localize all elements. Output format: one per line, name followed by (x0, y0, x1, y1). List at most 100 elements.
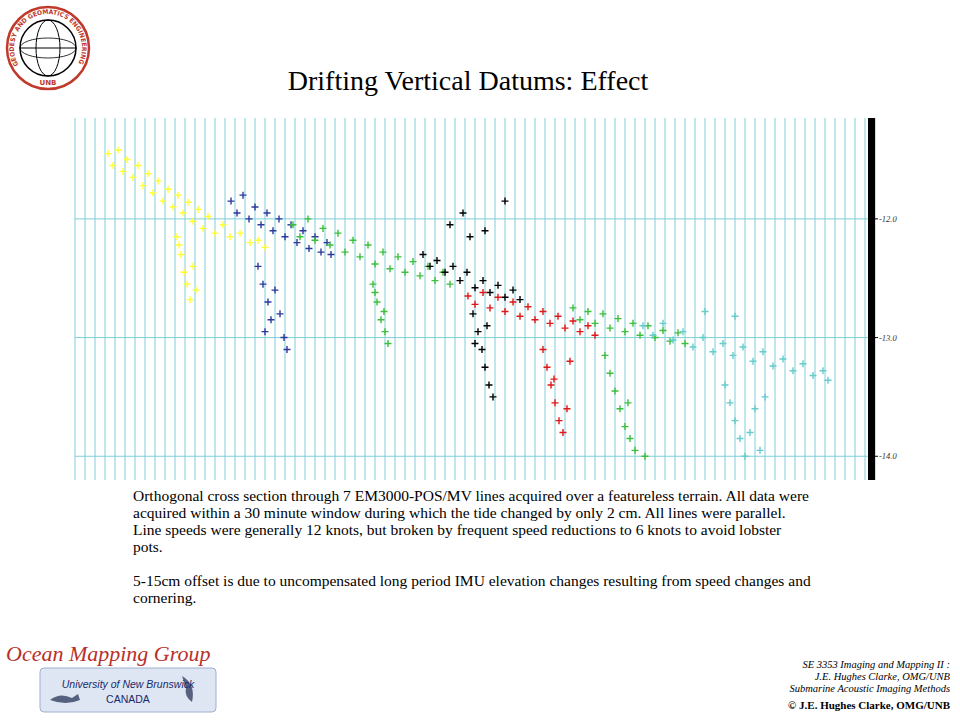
logo-parallel (20, 38, 76, 58)
point (810, 372, 817, 379)
footer-right: SE 3353 Imaging and Mapping II :J.E. Hug… (788, 659, 951, 711)
point (592, 332, 599, 339)
x-grid-line (675, 118, 676, 480)
point (470, 310, 477, 317)
point (350, 237, 357, 244)
point (482, 364, 489, 371)
university-panel (40, 668, 216, 712)
x-grid-line (305, 118, 306, 480)
y-grid-line (75, 337, 875, 338)
point (190, 263, 197, 270)
point (502, 294, 509, 301)
x-grid-line (785, 118, 786, 480)
point (607, 370, 614, 377)
point (540, 308, 547, 315)
point (174, 233, 181, 240)
point (495, 282, 502, 289)
point (540, 346, 547, 353)
point (487, 289, 494, 296)
x-grid-line (605, 118, 606, 480)
course-line: SE 3353 Imaging and Mapping II : (802, 659, 950, 670)
point (228, 198, 235, 205)
point (110, 162, 117, 169)
x-grid-line (465, 118, 466, 480)
point (800, 360, 807, 367)
point (381, 308, 388, 315)
point (600, 310, 607, 317)
y-tick-label: -12.0 (879, 214, 897, 224)
x-grid-line (415, 118, 416, 480)
logo-ring (7, 7, 89, 89)
copyright: © J.E. Hughes Clarke, OMG/UNB (788, 699, 951, 711)
point (727, 399, 734, 406)
x-grid-line (345, 118, 346, 480)
point (567, 358, 574, 365)
x-grid-line (455, 118, 456, 480)
point (150, 189, 157, 196)
x-grid-line (585, 118, 586, 480)
x-grid-line (755, 118, 756, 480)
x-grid-line (655, 118, 656, 480)
y-tick (875, 337, 878, 338)
point (732, 417, 739, 424)
point (760, 348, 767, 355)
point (525, 303, 532, 310)
point (490, 393, 497, 400)
point (650, 332, 657, 339)
y-tick (875, 456, 878, 457)
x-grid-line (595, 118, 596, 480)
point (255, 237, 262, 244)
x-grid-line (545, 118, 546, 480)
point (193, 287, 200, 294)
x-grid-line (185, 118, 186, 480)
x-grid-line (695, 118, 696, 480)
point (312, 237, 319, 244)
point (640, 322, 647, 329)
point (357, 253, 364, 260)
point (320, 225, 327, 232)
x-grid-line (495, 118, 496, 480)
x-grid-line (425, 118, 426, 480)
point (447, 281, 454, 288)
x-grid-line (265, 118, 266, 480)
point (517, 313, 524, 320)
point (472, 284, 479, 291)
series (465, 289, 599, 436)
point (564, 405, 571, 412)
point (675, 329, 682, 336)
point (642, 453, 649, 460)
point (480, 277, 487, 284)
footer-left: Ocean Mapping GroupUniversity of New Bru… (6, 641, 216, 712)
x-grid-line (565, 118, 566, 480)
point (277, 310, 284, 317)
point (284, 346, 291, 353)
point (660, 327, 667, 334)
x-grid-line (75, 118, 76, 480)
point (268, 316, 275, 323)
x-grid-line (105, 118, 106, 480)
point (240, 192, 247, 199)
point (237, 230, 244, 237)
y-grid-line (75, 456, 875, 457)
point (617, 405, 624, 412)
point (427, 263, 434, 270)
point (205, 213, 212, 220)
point (327, 241, 334, 248)
x-grid-line (715, 118, 716, 480)
x-grid-line (855, 118, 856, 480)
x-grid-line (865, 118, 866, 480)
x-grid-line (665, 118, 666, 480)
point (212, 230, 219, 237)
point (305, 215, 312, 222)
point (276, 215, 283, 222)
x-grid-line (295, 118, 296, 480)
point (170, 204, 177, 211)
x-grid-line (515, 118, 516, 480)
x-grid-line (445, 118, 446, 480)
logo-equator (20, 48, 76, 49)
point (234, 209, 241, 216)
point (176, 241, 183, 248)
point (387, 265, 394, 272)
point (551, 376, 558, 383)
point (264, 209, 271, 216)
